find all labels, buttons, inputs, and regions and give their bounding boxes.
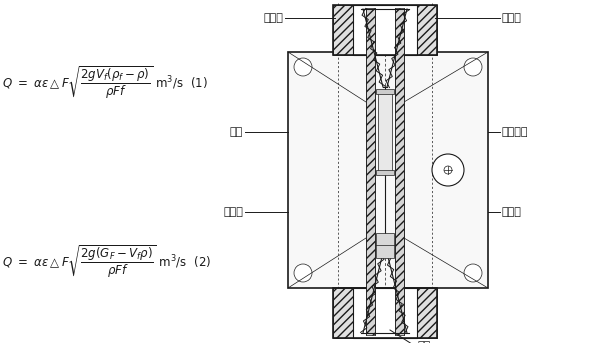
- Text: 测量管: 测量管: [502, 13, 522, 23]
- Bar: [333, 5, 353, 55]
- Text: 子锁: 子锁: [417, 341, 430, 343]
- Bar: [288, 52, 488, 288]
- Bar: [376, 170, 394, 175]
- Text: 随动系统: 随动系统: [502, 127, 529, 137]
- Bar: [417, 288, 437, 338]
- Bar: [376, 233, 394, 258]
- Bar: [333, 288, 353, 338]
- Polygon shape: [366, 8, 375, 335]
- Circle shape: [464, 264, 482, 282]
- Circle shape: [294, 58, 312, 76]
- Bar: [376, 89, 394, 94]
- Bar: [417, 5, 437, 55]
- Circle shape: [294, 264, 312, 282]
- Text: 导向管: 导向管: [223, 207, 243, 217]
- Circle shape: [432, 154, 464, 186]
- Text: 浮子: 浮子: [230, 127, 243, 137]
- Bar: [353, 5, 417, 55]
- Text: $Q\ =\ \alpha\varepsilon\triangle F\sqrt{\dfrac{2g(G_F-V_f\rho)}{\rho Ff}}\ \mat: $Q\ =\ \alpha\varepsilon\triangle F\sqrt…: [2, 244, 211, 280]
- Bar: [378, 92, 392, 172]
- Bar: [333, 5, 437, 55]
- Text: $Q\ =\ \alpha\varepsilon\triangle F\sqrt{\dfrac{2gV_f(\rho_f-\rho)}{\rho Ff}}\ \: $Q\ =\ \alpha\varepsilon\triangle F\sqrt…: [2, 65, 208, 101]
- Bar: [333, 288, 437, 338]
- Text: 显示器: 显示器: [263, 13, 283, 23]
- Polygon shape: [395, 8, 404, 335]
- Bar: [353, 288, 417, 338]
- Text: 锥形管: 锥形管: [502, 207, 522, 217]
- Circle shape: [464, 58, 482, 76]
